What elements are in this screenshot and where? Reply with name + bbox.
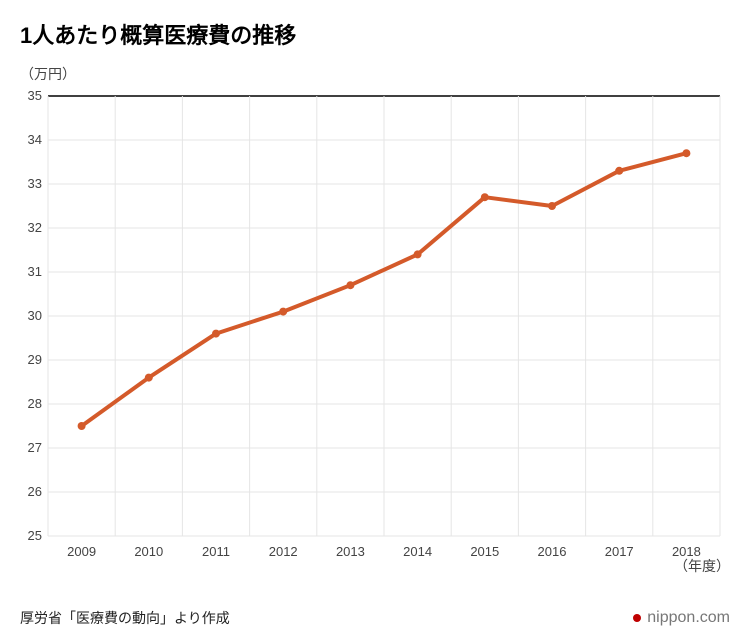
x-axis-unit-label: （年度） [674,556,730,576]
chart-footer: 厚労省「医療費の動向」より作成 nippon.com [20,608,730,628]
svg-text:33: 33 [28,176,42,191]
svg-text:30: 30 [28,308,42,323]
site-logo: nippon.com [633,609,730,627]
svg-text:32: 32 [28,220,42,235]
svg-text:29: 29 [28,352,42,367]
svg-text:2016: 2016 [538,544,567,559]
svg-text:2015: 2015 [470,544,499,559]
svg-text:2013: 2013 [336,544,365,559]
svg-text:34: 34 [28,132,42,147]
logo-dot-icon [633,614,641,622]
plot-area: 25 26 27 28 29 30 31 32 33 34 35 2009 2010 2011 2012 20… [20,90,730,570]
svg-text:2011: 2011 [202,544,230,559]
svg-text:27: 27 [28,440,42,455]
source-note: 厚労省「医療費の動向」より作成 [20,608,230,628]
svg-text:2012: 2012 [269,544,298,559]
svg-text:2017: 2017 [605,544,634,559]
svg-text:26: 26 [28,484,42,499]
svg-text:2009: 2009 [67,544,96,559]
svg-text:2010: 2010 [134,544,163,559]
svg-text:31: 31 [28,264,42,279]
svg-text:35: 35 [28,90,42,103]
svg-text:25: 25 [28,528,42,543]
chart-title: 1人あたり概算医療費の推移 [20,18,730,50]
svg-text:28: 28 [28,396,42,411]
chart-container: 1人あたり概算医療費の推移 （万円） 25 26 27 28 29 30 31 32 33 34 3… [0,0,750,642]
line-chart-svg: 25 26 27 28 29 30 31 32 33 34 35 2009 2010 2011 2012 20… [20,90,730,570]
y-axis-unit-label: （万円） [20,64,730,84]
svg-text:2014: 2014 [403,544,432,559]
logo-text: nippon.com [647,609,730,627]
